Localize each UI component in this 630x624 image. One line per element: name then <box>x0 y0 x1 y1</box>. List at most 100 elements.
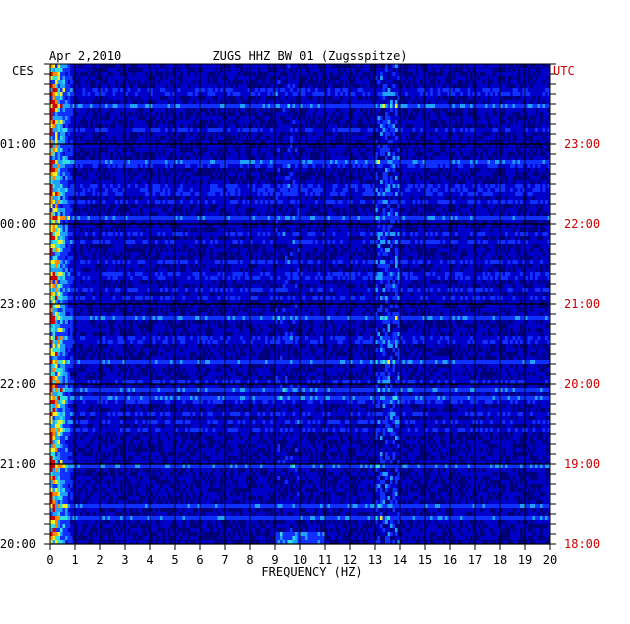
spectrogram-cell <box>490 140 493 144</box>
spectrogram-cell <box>327 216 331 220</box>
spectrogram-cell <box>262 88 266 92</box>
spectrogram-cell <box>67 104 71 108</box>
spectrogram-cell <box>532 200 536 204</box>
spectrogram-cell <box>245 216 248 220</box>
spectrogram-cell <box>190 144 193 148</box>
spectrogram-cell <box>67 116 71 120</box>
spectrogram-cell <box>515 200 518 204</box>
spectrogram-cell <box>392 156 396 160</box>
spectrogram-cell <box>150 124 153 128</box>
spectrogram-cell <box>510 76 513 80</box>
spectrogram-cell <box>370 272 373 276</box>
spectrogram-cell <box>247 248 251 252</box>
spectrogram-cell <box>145 152 148 156</box>
spectrogram-cell <box>97 100 101 104</box>
spectrogram-cell <box>245 252 248 256</box>
spectrogram-cell <box>177 192 181 196</box>
spectrogram-cell <box>302 224 306 228</box>
spectrogram-cell <box>180 72 183 76</box>
spectrogram-cell <box>387 104 391 108</box>
spectrogram-cell <box>107 72 111 76</box>
spectrogram-cell <box>55 68 58 72</box>
spectrogram-cell <box>540 216 543 220</box>
spectrogram-cell <box>407 64 411 68</box>
spectrogram-cell <box>502 120 506 124</box>
spectrogram-cell <box>470 240 473 244</box>
spectrogram-cell <box>130 160 133 164</box>
spectrogram-cell <box>125 72 128 76</box>
spectrogram-cell <box>175 224 178 228</box>
spectrogram-cell <box>127 160 131 164</box>
spectrogram-cell <box>242 236 246 240</box>
spectrogram-cell <box>437 112 441 116</box>
spectrogram-cell <box>220 64 223 68</box>
spectrogram-cell <box>107 164 111 168</box>
spectrogram-cell <box>392 160 396 164</box>
spectrogram-cell <box>62 240 66 244</box>
spectrogram-cell <box>380 72 383 76</box>
spectrogram-cell <box>455 232 458 236</box>
spectrogram-cell <box>122 136 126 140</box>
spectrogram-cell <box>182 192 186 196</box>
spectrogram-cell <box>495 224 498 228</box>
spectrogram-cell <box>282 192 286 196</box>
spectrogram-cell <box>127 140 131 144</box>
spectrogram-cell <box>420 80 423 84</box>
spectrogram-cell <box>287 164 291 168</box>
spectrogram-cell <box>525 144 528 148</box>
spectrogram-cell <box>367 204 371 208</box>
spectrogram-cell <box>257 104 261 108</box>
spectrogram-cell <box>327 264 331 268</box>
spectrogram-cell <box>387 132 391 136</box>
spectrogram-cell <box>182 260 186 264</box>
spectrogram-cell <box>335 160 338 164</box>
spectrogram-cell <box>320 80 323 84</box>
spectrogram-cell <box>437 80 441 84</box>
spectrogram-cell <box>545 140 548 144</box>
spectrogram-cell <box>430 132 433 136</box>
spectrogram-cell <box>365 244 368 248</box>
spectrogram-cell <box>245 176 248 180</box>
spectrogram-cell <box>70 240 73 244</box>
spectrogram-cell <box>525 176 528 180</box>
spectrogram-cell <box>430 252 433 256</box>
spectrogram-cell <box>377 252 381 256</box>
spectrogram-cell <box>232 160 236 164</box>
spectrogram-cell <box>422 112 426 116</box>
spectrogram-cell <box>485 112 488 116</box>
spectrogram-cell <box>125 256 128 260</box>
spectrogram-cell <box>547 88 551 92</box>
spectrogram-cell <box>530 228 533 232</box>
spectrogram-cell <box>250 256 253 260</box>
spectrogram-cell <box>490 236 493 240</box>
spectrogram-cell <box>60 264 63 268</box>
spectrogram-cell <box>82 216 86 220</box>
spectrogram-cell <box>392 232 396 236</box>
spectrogram-cell <box>265 180 268 184</box>
spectrogram-cell <box>267 112 271 116</box>
spectrogram-cell <box>92 116 96 120</box>
spectrogram-cell <box>350 128 353 132</box>
spectrogram-cell <box>190 204 193 208</box>
spectrogram-cell <box>520 84 523 88</box>
spectrogram-cell <box>270 96 273 100</box>
spectrogram-cell <box>342 212 346 216</box>
spectrogram-cell <box>465 104 468 108</box>
spectrogram-cell <box>120 88 123 92</box>
spectrogram-cell <box>237 92 241 96</box>
spectrogram-cell <box>230 200 233 204</box>
spectrogram-cell <box>95 208 98 212</box>
spectrogram-cell <box>307 80 311 84</box>
spectrogram-cell <box>202 88 206 92</box>
spectrogram-cell <box>425 268 428 272</box>
spectrogram-cell <box>105 168 108 172</box>
spectrogram-cell <box>157 260 161 264</box>
spectrogram-cell <box>265 200 268 204</box>
spectrogram-cell <box>382 116 386 120</box>
spectrogram-cell <box>55 136 58 140</box>
spectrogram-cell <box>485 216 488 220</box>
spectrogram-cell <box>185 180 188 184</box>
spectrogram-cell <box>370 228 373 232</box>
spectrogram-cell <box>157 180 161 184</box>
spectrogram-cell <box>57 200 61 204</box>
